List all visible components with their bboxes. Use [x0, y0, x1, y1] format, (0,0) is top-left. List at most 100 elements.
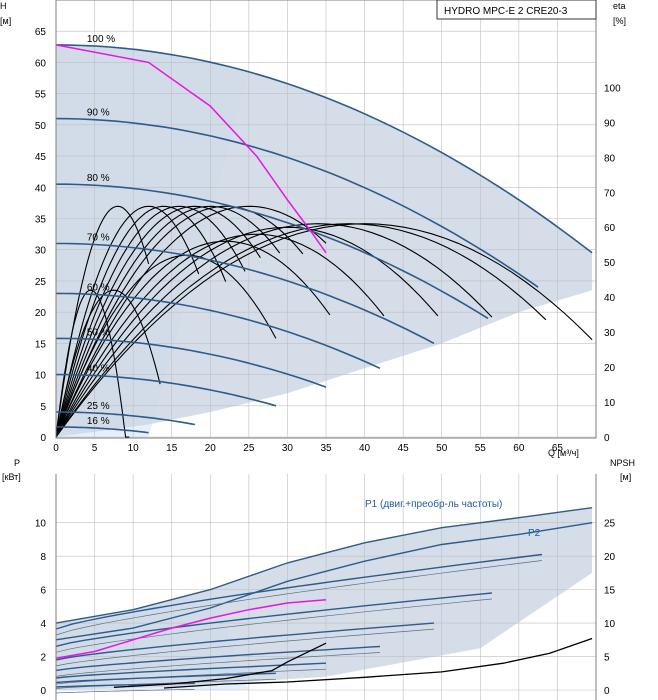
speed-curve — [56, 373, 277, 407]
p-axis-unit: [кВт] — [2, 472, 21, 482]
p-axis-label: P — [14, 458, 20, 468]
h-tick-label: 55 — [35, 90, 47, 101]
p2-series-label: P2 — [528, 528, 541, 539]
q-tick-label: 40 — [359, 443, 371, 454]
eta-tick-label: 80 — [604, 153, 616, 164]
speed-power-p2-curve — [55, 652, 381, 677]
speed-curve-label: 50 % — [87, 327, 110, 338]
eta-tick-label: 100 — [604, 83, 621, 94]
p-tick-label: 6 — [40, 586, 46, 597]
speed-power-p2-curve — [55, 598, 492, 653]
p-tick-label: 4 — [40, 619, 46, 630]
eta-tick-label: 20 — [604, 363, 616, 374]
speed-curve — [56, 242, 435, 345]
q-tick-label: 45 — [398, 443, 410, 454]
head-chart-frame — [55, 0, 597, 439]
speed-curve — [56, 337, 327, 388]
efficiency-curve — [55, 223, 547, 438]
q-tick-label: 0 — [53, 443, 59, 454]
h-axis-unit: [м] — [0, 16, 11, 26]
q-tick-label: 5 — [92, 443, 98, 454]
speed-power-curve — [55, 622, 435, 661]
speed-curve-label: 100 % — [87, 34, 115, 45]
q-axis-label-top: Q [м³/ч] — [548, 448, 579, 458]
p-tick-label: 2 — [40, 653, 46, 664]
speed-curve — [55, 292, 381, 370]
q-tick-label: 20 — [205, 443, 217, 454]
efficiency-curve — [55, 223, 593, 438]
q-tick-label: 60 — [513, 443, 525, 454]
eta-tick-label: 60 — [604, 223, 616, 234]
h-tick-label: 15 — [35, 339, 47, 350]
h-tick-label: 10 — [35, 371, 47, 382]
npsh-tick-label: 25 — [604, 519, 616, 530]
npsh-axis-unit: [м] — [620, 472, 631, 482]
npsh-axis-label: NPSH — [610, 458, 635, 468]
p2-curve — [55, 522, 593, 641]
efficiency-curve — [55, 205, 227, 438]
speed-power-p2-curve — [55, 688, 195, 694]
npsh-tick-label: 20 — [604, 552, 616, 563]
npsh-tick-label: 10 — [604, 619, 616, 630]
npsh-curve — [113, 642, 327, 688]
speed-curve-label: 25 % — [87, 401, 110, 412]
npsh-tick-label: 15 — [604, 586, 616, 597]
efficiency-curve — [55, 205, 200, 438]
speed-power-curve — [55, 592, 492, 647]
speed-power-curve — [55, 553, 543, 630]
q-tick-label: 65 — [552, 443, 564, 454]
speed-curve-label: 70 % — [87, 232, 110, 243]
q-tick-label: 55 — [475, 443, 487, 454]
head-efficiency-chart: 100 % 90 % 80 % 70 % 60 % 50 % 40 % 25 % 16 % 0 5… — [0, 0, 626, 458]
h-tick-label: 40 — [35, 183, 47, 194]
h-tick-label: 50 — [35, 121, 47, 132]
speed-curve-label: 60 % — [87, 282, 110, 293]
q-tick-label: 25 — [243, 443, 255, 454]
h-tick-label: 20 — [35, 308, 47, 319]
speed-curve — [55, 44, 593, 254]
efficiency-curve — [55, 205, 261, 438]
chart-title-box — [436, 0, 597, 20]
duty-curve — [55, 44, 327, 254]
speed-curve-label: 80 % — [87, 173, 110, 184]
speed-curve-label: 40 % — [87, 364, 110, 375]
eta-tick-label: 50 — [604, 258, 616, 269]
npsh-tick-label: 0 — [604, 686, 610, 697]
eta-tick-label: 90 — [604, 118, 616, 129]
speed-curve — [56, 426, 149, 434]
speed-curve — [55, 117, 539, 288]
efficiency-curve — [55, 233, 385, 438]
q-tick-label: 15 — [166, 443, 178, 454]
speed-curve-label: 16 % — [87, 416, 110, 427]
p-tick-label: 10 — [35, 519, 47, 530]
speed-curve — [56, 183, 489, 320]
p-tick-label: 0 — [40, 686, 46, 697]
efficiency-curve — [55, 205, 150, 438]
h-axis-label: H — [0, 1, 7, 11]
q-tick-label: 30 — [282, 443, 294, 454]
speed-power-p2-curve — [55, 560, 543, 636]
efficiency-curve — [55, 205, 246, 438]
efficiency-curve — [55, 223, 493, 438]
speed-power-curve — [55, 645, 381, 672]
h-tick-label: 0 — [40, 433, 46, 444]
eta-tick-label: 70 — [604, 188, 616, 199]
power-npsh-chart: 0 2 4 6 8 10 0 5 10 15 20 25 P [кВт] NPSH [м] P1 (д… — [2, 458, 635, 700]
eta-tick-label: 0 — [604, 433, 610, 444]
p-tick-label: 8 — [40, 552, 46, 563]
eta-tick-label: 30 — [604, 328, 616, 339]
p1-curve — [55, 507, 593, 624]
efficiency-curve — [55, 254, 277, 438]
eta-tick-label: 40 — [604, 293, 616, 304]
speed-curve — [56, 411, 196, 426]
h-tick-label: 30 — [35, 246, 47, 257]
speed-power-p2-curve — [55, 628, 435, 667]
q-tick-label: 50 — [436, 443, 448, 454]
eta-axis-label: eta — [613, 1, 626, 11]
npsh-curve — [163, 637, 593, 689]
efficiency-curve — [55, 240, 331, 438]
speed-curve-label: 90 % — [87, 108, 110, 119]
q-tick-label: 10 — [128, 443, 140, 454]
h-tick-label: 5 — [40, 402, 46, 413]
